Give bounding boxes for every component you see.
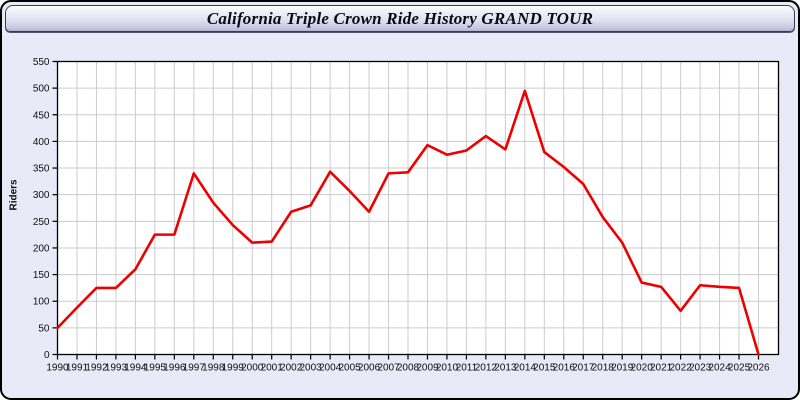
x-tick-label: 2003 [300,363,323,374]
x-tick-label: 2022 [669,363,692,374]
x-tick-label: 1998 [202,363,225,374]
x-tick-label: 1991 [66,363,89,374]
x-tick-label: 2013 [494,363,517,374]
x-tick-label: 2024 [708,363,731,374]
title-bar: California Triple Crown Ride History GRA… [5,5,795,32]
x-tick-label: 1994 [124,363,147,374]
chart-title: California Triple Crown Ride History GRA… [206,8,594,28]
x-tick-label: 2001 [261,363,284,374]
x-tick-label: 2026 [747,363,770,374]
y-tick-label: 250 [33,217,50,228]
x-tick-label: 2012 [475,363,498,374]
y-tick-label: 450 [33,110,50,121]
x-tick-label: 1997 [183,363,206,374]
y-axis: 0 50 100 150 200 250 300 350 400 450 500 550 [33,57,58,361]
x-tick-label: 1996 [163,363,186,374]
x-tick-label: 2017 [572,363,595,374]
x-tick-label: 2016 [553,363,576,374]
y-tick-label: 150 [33,270,50,281]
x-tick-label: 2005 [338,363,361,374]
x-tick-label: 1990 [46,363,69,374]
x-tick-label: 2004 [319,363,342,374]
y-tick-label: 200 [33,243,50,254]
x-tick-label: 1993 [105,363,128,374]
x-tick-label: 2019 [611,363,634,374]
x-tick-label: 1995 [144,363,167,374]
x-tick-label: 2018 [592,363,615,374]
x-tick-label: 2011 [456,363,478,374]
y-tick-label: 350 [33,164,50,175]
y-tick-label: 50 [38,323,50,334]
y-tick-label: 0 [44,350,50,361]
x-tick-label: 1999 [222,363,245,374]
x-tick-label: 2021 [650,363,673,374]
x-tick-label: 2014 [514,363,537,374]
x-tick-label: 2023 [689,363,712,374]
y-tick-label: 300 [33,190,50,201]
x-tick-label: 2006 [358,363,381,374]
x-tick-label: 2020 [631,363,654,374]
plot-background [57,61,779,355]
y-tick-label: 400 [33,137,50,148]
x-tick-label: 2008 [397,363,420,374]
y-tick-label: 100 [33,297,50,308]
x-tick-label: 2009 [416,363,439,374]
y-tick-label: 550 [33,57,50,68]
x-tick-label: 2010 [436,363,459,374]
y-axis-label: Riders [8,179,20,211]
x-tick-label: 1992 [85,363,108,374]
riders-data-line [56,89,760,356]
plot-frame [56,60,780,356]
x-tick-label: 2007 [377,363,400,374]
x-axis: 1990199119921993199419951996199719981999… [46,354,770,374]
grid [57,61,779,355]
x-tick-label: 2002 [280,363,303,374]
y-tick-label: 500 [33,84,50,95]
x-tick-label: 2000 [241,363,264,374]
x-tick-label: 2025 [728,363,751,374]
x-tick-label: 2015 [533,363,556,374]
